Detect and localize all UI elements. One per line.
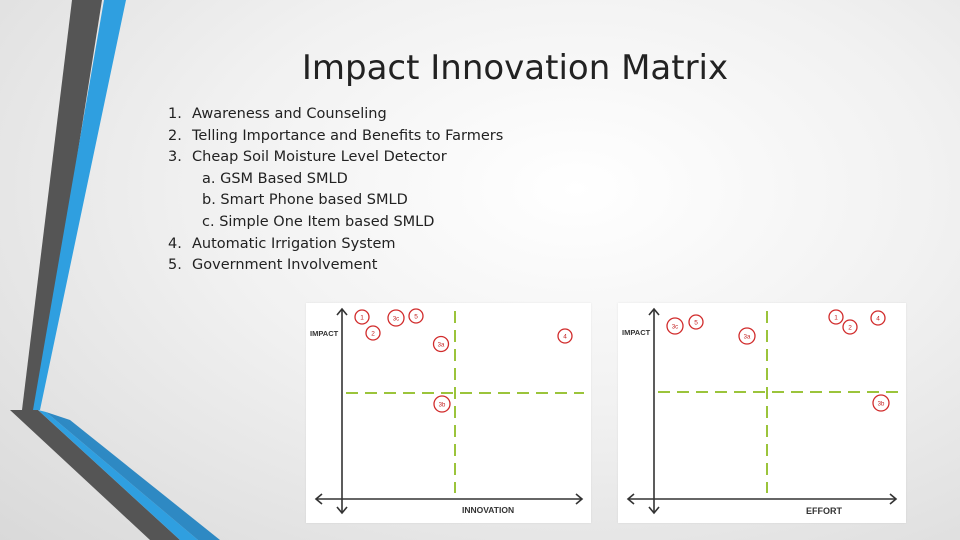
slide-title: Impact Innovation Matrix: [301, 48, 729, 88]
svg-text:3a: 3a: [438, 343, 445, 349]
svg-text:3c: 3c: [393, 317, 399, 323]
x-axis-label: EFFORT: [806, 506, 842, 516]
mark-3b: 3b: [872, 394, 890, 412]
mark-3a: 3a: [432, 335, 450, 353]
innovation-matrix-canvas: IMPACT INNOVATION 1 2 3c 5 3a 3b 4: [310, 307, 584, 515]
svg-text:1: 1: [834, 315, 838, 322]
mark-2: 2: [842, 319, 858, 335]
mark-4: 4: [557, 328, 573, 344]
list-subitem: b. Smart Phone based SMLD: [202, 192, 408, 209]
y-axis-label: IMPACT: [310, 329, 339, 338]
svg-text:4: 4: [876, 316, 880, 323]
svg-text:1: 1: [360, 315, 364, 322]
mark-4: 4: [870, 310, 886, 326]
list-subitem: a. GSM Based SMLD: [202, 170, 348, 187]
svg-text:2: 2: [371, 331, 375, 338]
list-subitem: c. Simple One Item based SMLD: [202, 213, 435, 230]
svg-text:2: 2: [848, 325, 852, 332]
list-item: 3. Cheap Soil Moisture Level Detector: [168, 149, 447, 166]
mark-3c: 3c: [666, 317, 684, 335]
svg-text:3a: 3a: [744, 335, 751, 341]
effort-matrix-canvas: IMPACT EFFORT 3c 5 3a 1 2 4 3b: [622, 307, 898, 516]
mark-5: 5: [408, 308, 424, 324]
mark-3a: 3a: [738, 327, 756, 345]
y-axis-label: IMPACT: [622, 328, 651, 337]
list-item: 2. Telling Importance and Benefits to Far…: [168, 127, 504, 144]
mark-5: 5: [688, 314, 704, 330]
mark-1: 1: [828, 309, 844, 325]
mark-2: 2: [365, 325, 381, 341]
svg-text:3b: 3b: [878, 402, 885, 408]
mark-3b: 3b: [433, 395, 451, 413]
svg-text:3b: 3b: [439, 403, 446, 409]
bullet-list: 1. Awareness and Counseling 2. Telling Imp…: [168, 104, 788, 277]
svg-text:3c: 3c: [672, 325, 678, 331]
list-item: 1. Awareness and Counseling: [168, 106, 387, 122]
mark-1: 1: [354, 309, 370, 325]
mark-3c: 3c: [387, 309, 405, 327]
svg-text:5: 5: [694, 320, 698, 327]
list-item: 4. Automatic Irrigation System: [168, 235, 396, 252]
x-axis-label: INNOVATION: [462, 505, 514, 515]
list-item: 5. Government Involvement: [168, 257, 378, 274]
innovation-matrix: IMPACT INNOVATION 1 2 3c 5 3a 3b 4: [306, 303, 591, 523]
svg-text:5: 5: [414, 314, 418, 321]
effort-matrix: IMPACT EFFORT 3c 5 3a 1 2 4 3b: [618, 303, 906, 523]
svg-text:4: 4: [563, 334, 567, 341]
